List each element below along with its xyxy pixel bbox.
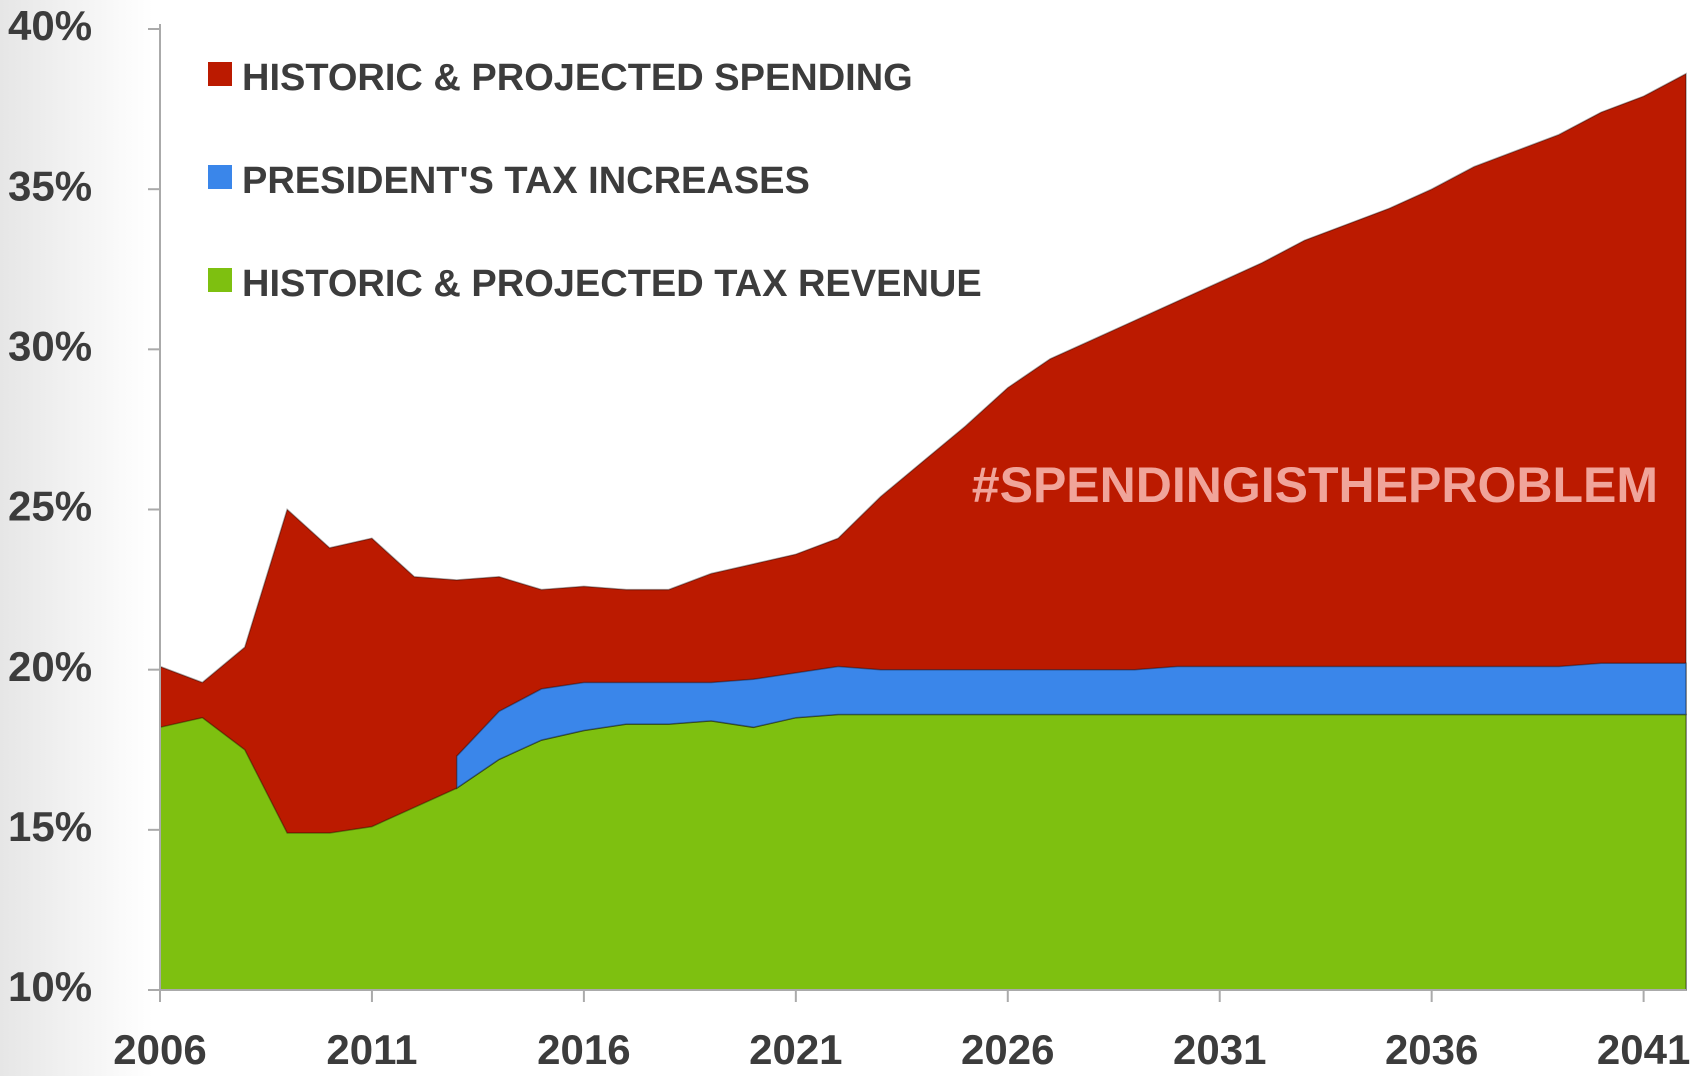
- legend-swatch: [208, 268, 232, 292]
- x-tick-label: 2036: [1385, 1026, 1478, 1073]
- y-tick-label: 40%: [8, 2, 92, 49]
- x-tick-label: 2031: [1173, 1026, 1266, 1073]
- x-tick-label: 2016: [537, 1026, 630, 1073]
- y-tick-label: 20%: [8, 643, 92, 690]
- y-tick-label: 10%: [8, 963, 92, 1010]
- x-tick-label: 2041: [1597, 1026, 1690, 1073]
- legend-swatch: [208, 62, 232, 86]
- area-1: [455, 662, 1687, 790]
- x-tick-label: 2011: [326, 1026, 417, 1073]
- y-tick-label: 30%: [8, 322, 92, 369]
- x-tick-label: 2006: [113, 1026, 206, 1073]
- x-tick-label: 2021: [749, 1026, 842, 1073]
- y-tick-label: 35%: [8, 162, 92, 209]
- y-tick-label: 25%: [8, 483, 92, 530]
- legend-label: HISTORIC & PROJECTED SPENDING: [242, 57, 913, 99]
- y-tick-label: 15%: [8, 803, 92, 850]
- x-tick-label: 2026: [961, 1026, 1054, 1073]
- annotation: #SPENDINGISTHEPROBLEM: [972, 457, 1658, 513]
- legend-label: PRESIDENT'S TAX INCREASES: [242, 160, 810, 202]
- legend-label: HISTORIC & PROJECTED TAX REVENUE: [242, 263, 982, 305]
- legend-swatch: [208, 165, 232, 189]
